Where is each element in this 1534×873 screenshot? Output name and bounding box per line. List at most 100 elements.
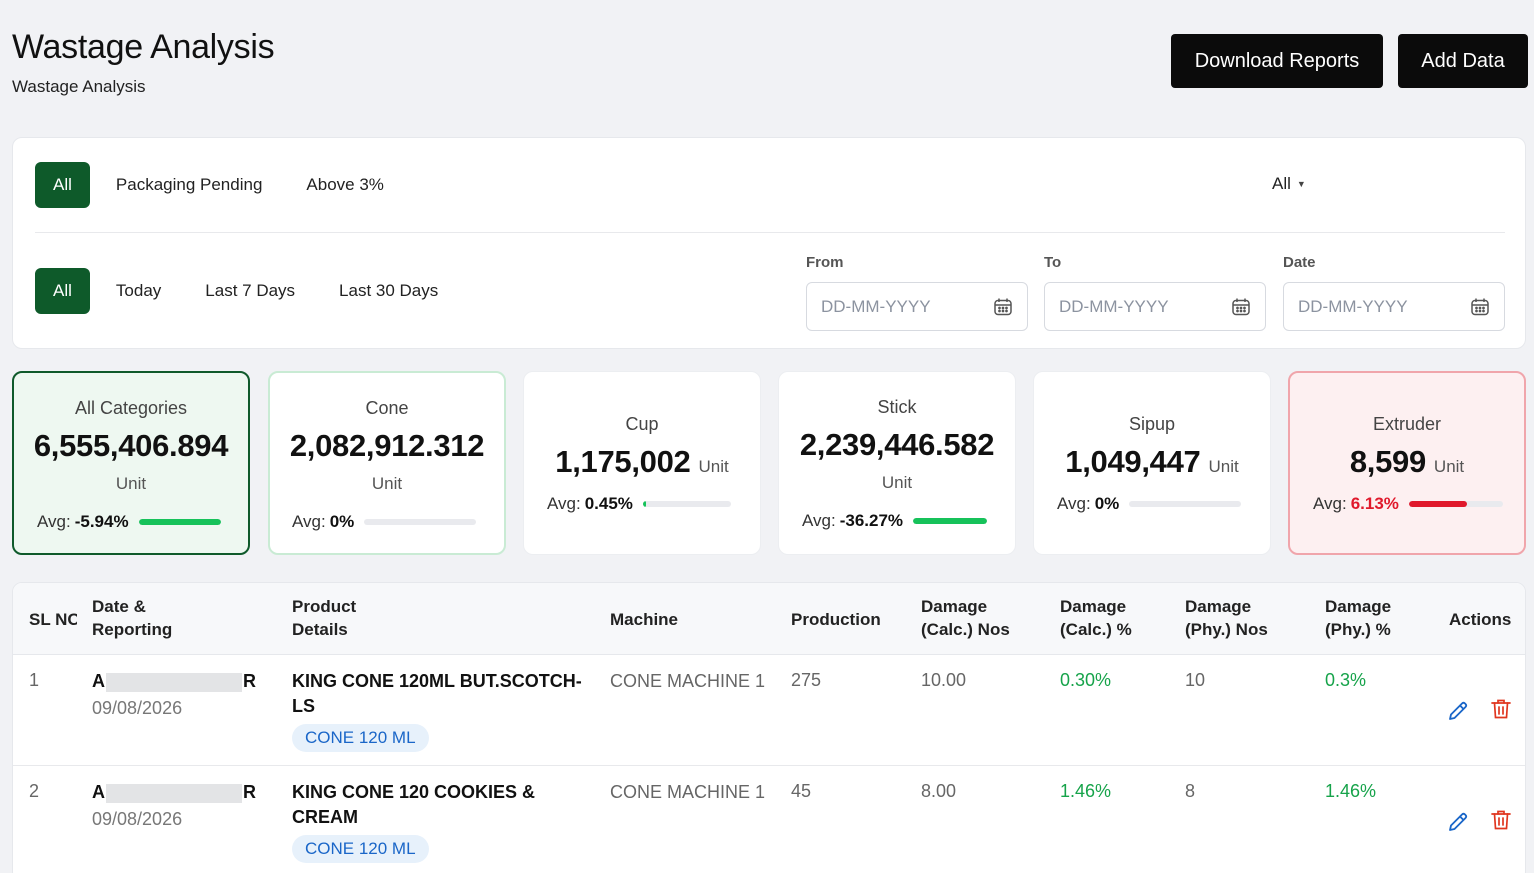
reporter-name-start: A	[92, 671, 105, 691]
category-name: Cone	[365, 398, 409, 418]
category-unit: Unit	[115, 474, 147, 493]
machine-name: CONE MACHINE 1	[610, 671, 766, 691]
tab-packaging-pending[interactable]: Packaging Pending	[115, 175, 263, 194]
from-date-input[interactable]: DD-MM-YYYY	[806, 282, 1028, 331]
tab-period-all[interactable]: All	[35, 268, 90, 314]
avg-progress-fill	[913, 518, 988, 524]
edit-pencil-icon[interactable]	[1446, 699, 1470, 723]
download-reports-button[interactable]: Download Reports	[1171, 34, 1383, 88]
machine-name: CONE MACHINE 1	[610, 782, 766, 802]
avg-value: 6.13%	[1350, 494, 1399, 513]
col-damage-phy-pct: Damage (Phy.) %	[1325, 597, 1392, 639]
avg-progress-bar	[1408, 501, 1503, 507]
tab-status-all[interactable]: All	[35, 162, 90, 208]
category-value: 1,049,447	[1065, 444, 1201, 479]
category-value: 6,555,406.894	[33, 428, 229, 463]
tab-last-30-days[interactable]: Last 30 Days	[339, 281, 439, 300]
to-date-input[interactable]: DD-MM-YYYY	[1044, 282, 1266, 331]
damage-phy-pct: 1.46%	[1325, 781, 1377, 801]
edit-pencil-icon[interactable]	[1446, 810, 1470, 834]
category-unit: Unit	[881, 473, 913, 492]
calendar-icon[interactable]	[1231, 297, 1251, 317]
redacted-block	[106, 672, 242, 692]
to-date-field: To DD-MM-YYYY	[1044, 254, 1266, 331]
category-value: 1,175,002	[555, 444, 691, 479]
calendar-icon[interactable]	[1470, 297, 1490, 317]
table-header: SL NO Date & Reporting Product Details M…	[13, 583, 1525, 655]
from-label: From	[806, 254, 844, 271]
category-avg: Avg: 6.13%	[1313, 494, 1503, 514]
avg-progress-bar	[364, 519, 477, 525]
category-name: Stick	[877, 397, 917, 417]
damage-calc-pct: 1.46%	[1060, 781, 1112, 801]
caret-down-icon: ▼	[1296, 179, 1306, 189]
avg-label: Avg:	[1057, 494, 1091, 513]
damage-phy-nos: 8	[1185, 781, 1196, 801]
reporter-name-end: R	[243, 671, 256, 691]
category-card-sipup[interactable]: Sipup 1,049,447 Unit Avg: 0%	[1033, 371, 1271, 555]
production-value: 45	[791, 781, 812, 801]
reporter-name-start: A	[92, 782, 105, 802]
add-data-button[interactable]: Add Data	[1398, 34, 1528, 88]
col-production: Production	[791, 610, 881, 629]
status-tabs: All Packaging Pending Above 3%	[35, 162, 410, 208]
page-title: Wastage Analysis	[12, 28, 275, 66]
tab-last-7-days[interactable]: Last 7 Days	[205, 281, 296, 300]
product-name: KING CONE 120ML BUT.SCOTCH-LS	[292, 671, 582, 716]
category-dropdown[interactable]: All ▼	[1272, 174, 1306, 194]
col-product-details: Product Details	[292, 597, 357, 639]
reporter-name-end: R	[243, 782, 256, 802]
avg-label: Avg:	[37, 512, 71, 531]
sl-no: 2	[29, 781, 40, 801]
avg-label: Avg:	[292, 512, 326, 531]
avg-value: 0%	[1094, 494, 1120, 513]
delete-trash-icon[interactable]	[1489, 697, 1513, 721]
damage-calc-pct: 0.30%	[1060, 670, 1112, 690]
avg-progress-bar	[642, 501, 731, 507]
avg-value: -5.94%	[74, 512, 129, 531]
col-damage-calc-nos: Damage (Calc.) Nos	[921, 597, 1010, 639]
date-input[interactable]: DD-MM-YYYY	[1283, 282, 1505, 331]
to-date-placeholder: DD-MM-YYYY	[1059, 296, 1169, 316]
calendar-icon[interactable]	[993, 297, 1013, 317]
avg-progress-bar	[138, 519, 221, 525]
col-actions: Actions	[1449, 610, 1512, 629]
category-card-cone[interactable]: Cone 2,082,912.312 Unit Avg: 0%	[268, 371, 506, 555]
category-avg: Avg: -5.94%	[37, 512, 221, 532]
col-date-reporting: Date & Reporting	[92, 597, 173, 639]
category-unit: Unit	[1433, 457, 1465, 476]
avg-progress-bar	[1129, 501, 1242, 507]
category-unit: Unit	[1208, 457, 1239, 476]
category-name: All Categories	[74, 398, 188, 418]
category-value: 8,599	[1349, 444, 1426, 479]
category-avg: Avg: 0%	[1057, 494, 1242, 514]
category-unit: Unit	[371, 474, 403, 493]
damage-phy-nos: 10	[1185, 670, 1206, 690]
redacted-block	[106, 783, 242, 803]
damage-calc-nos: 10.00	[921, 670, 967, 690]
category-card-all[interactable]: All Categories 6,555,406.894 Unit Avg: -…	[12, 371, 250, 555]
delete-trash-icon[interactable]	[1489, 808, 1513, 832]
tab-today[interactable]: Today	[115, 281, 162, 300]
category-value: 2,082,912.312	[289, 428, 485, 463]
avg-progress-bar	[913, 518, 988, 524]
date-label: Date	[1283, 254, 1316, 271]
category-card-extruder[interactable]: Extruder 8,599 Unit Avg: 6.13%	[1288, 371, 1526, 555]
tab-above-3-percent[interactable]: Above 3%	[306, 175, 384, 194]
col-machine: Machine	[610, 610, 679, 629]
category-dropdown-value: All	[1272, 174, 1291, 193]
category-name: Sipup	[1128, 414, 1176, 434]
divider	[35, 232, 1505, 233]
category-card-cup[interactable]: Cup 1,175,002 Unit Avg: 0.45%	[523, 371, 761, 555]
avg-progress-fill	[138, 519, 221, 525]
category-unit: Unit	[698, 457, 729, 476]
filter-panel: All Packaging Pending Above 3% All ▼ All…	[12, 137, 1526, 349]
category-card-stick[interactable]: Stick 2,239,446.582 Unit Avg: -36.27%	[778, 371, 1016, 555]
avg-label: Avg:	[802, 511, 836, 530]
avg-value: 0%	[329, 512, 355, 531]
production-value: 275	[791, 670, 822, 690]
